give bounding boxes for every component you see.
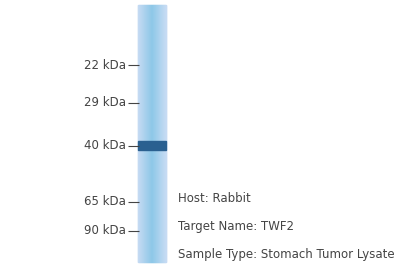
Text: Host: Rabbit: Host: Rabbit [178,193,251,205]
Text: Sample Type: Stomach Tumor Lysate: Sample Type: Stomach Tumor Lysate [178,249,395,261]
Text: 22 kDa: 22 kDa [84,59,126,72]
Bar [138,141,166,150]
Text: 29 kDa: 29 kDa [84,96,126,109]
Text: 40 kDa: 40 kDa [84,139,126,152]
Text: 90 kDa: 90 kDa [84,225,126,237]
Text: Target Name: TWF2: Target Name: TWF2 [178,221,294,233]
Text: 65 kDa: 65 kDa [84,195,126,208]
